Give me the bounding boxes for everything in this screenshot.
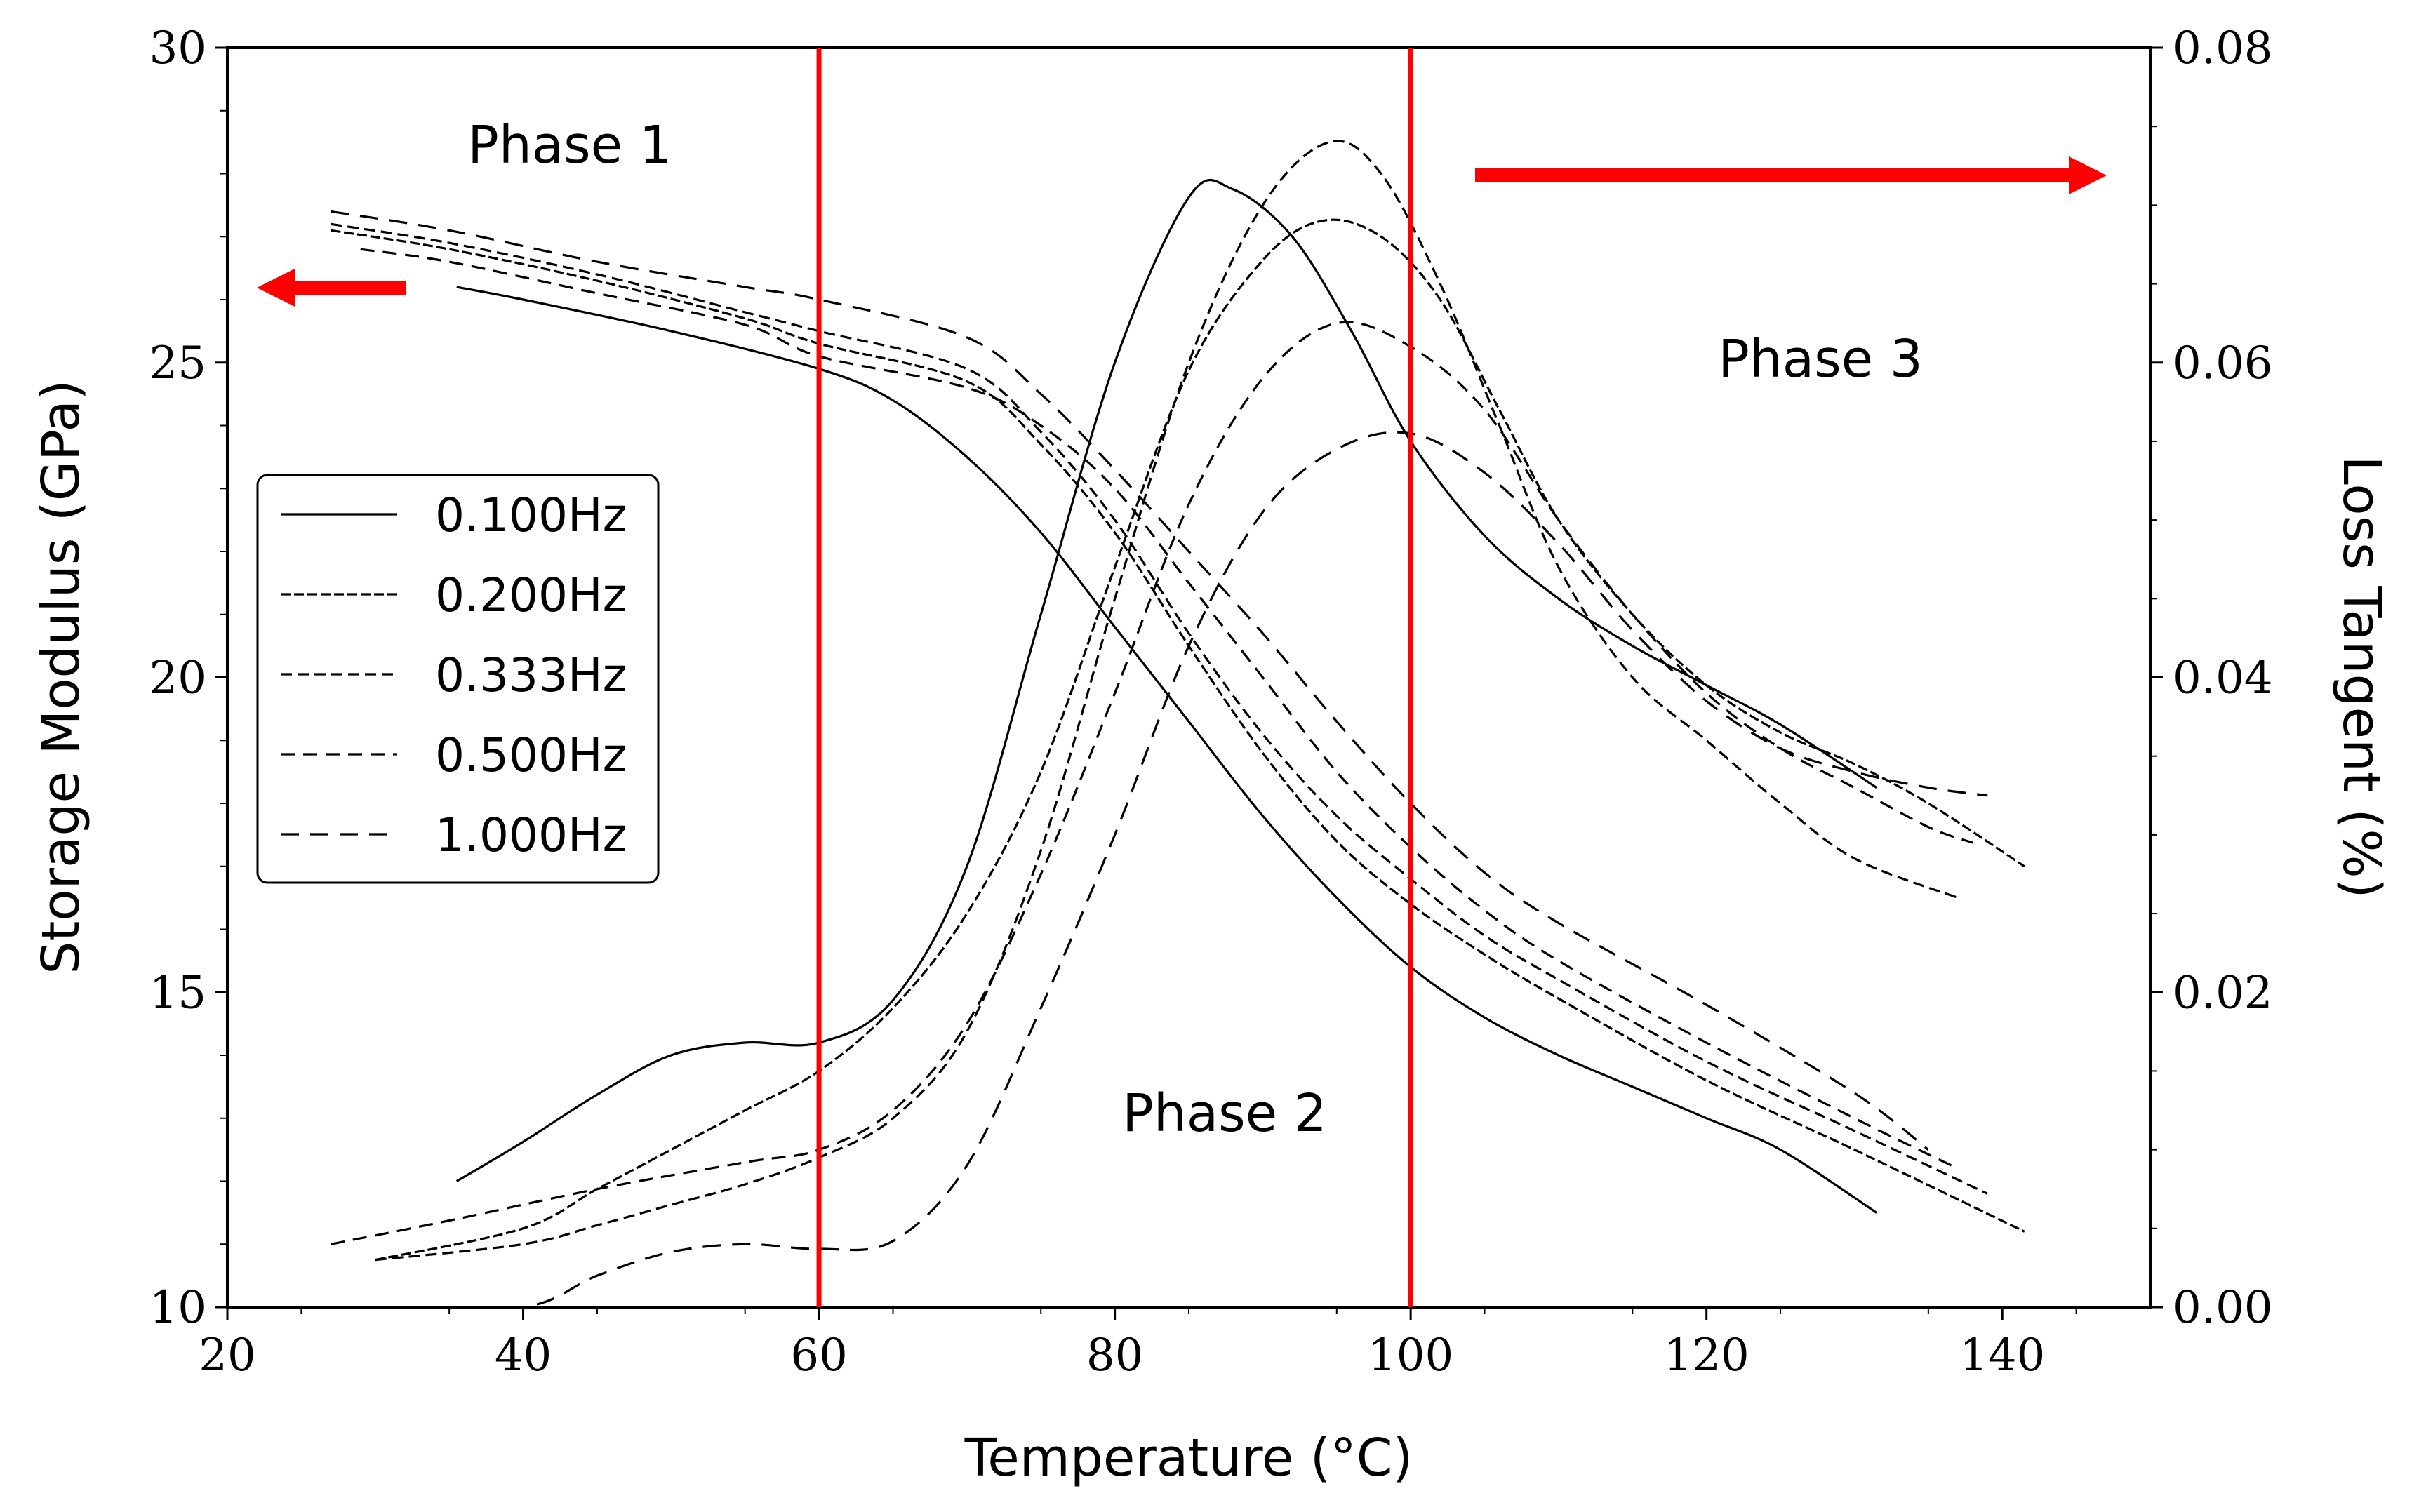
storage-modulus-line-1.000Hz [331,210,1929,1151]
left-tick-label: 20 [149,653,206,704]
phase-3-label: Phase 3 [1718,329,1923,389]
x-axis-label: Temperature (°C) [964,1428,1413,1488]
x-tick-label: 20 [199,1330,255,1381]
left-tick-label: 15 [149,967,206,1019]
phase-1-label: Phase 1 [467,115,672,175]
right-tick-label: 0.06 [2173,337,2273,389]
storage-modulus-line-0.333Hz [331,222,1988,1195]
right-axis-arrow-head [2069,156,2107,194]
legend-label-0.100Hz: 0.100Hz [435,488,627,542]
left-tick-label: 10 [149,1282,206,1334]
left-tick-label: 25 [149,337,206,389]
left-axis-arrow-head [257,269,295,307]
legend-label-0.500Hz: 0.500Hz [435,728,627,782]
legend: 0.100Hz 0.200Hz 0.333Hz 0.500Hz 1.000Hz [256,474,660,884]
right-axis-label: Loss Tangent (%) [2331,455,2392,898]
right-tick-label: 0.00 [2173,1282,2273,1334]
storage-modulus-line-0.100Hz [456,286,1877,1214]
x-tick-label: 80 [1086,1330,1143,1381]
legend-label-0.333Hz: 0.333Hz [435,648,627,702]
x-tick-label: 100 [1368,1330,1453,1381]
legend-label-0.200Hz: 0.200Hz [435,568,627,622]
loss-tangent-line-0.333Hz [375,140,1959,1262]
right-tick-label: 0.04 [2173,653,2273,704]
storage-modulus-line-0.500Hz [360,248,1959,1170]
phase-2-label: Phase 2 [1122,1083,1327,1144]
left-axis-label: Storage Modulus (GPa) [31,380,91,974]
x-tick-label: 60 [790,1330,847,1381]
loss-tangent-line-0.200Hz [375,218,2025,1262]
x-tick-label: 140 [1959,1330,2045,1381]
legend-box [256,474,660,884]
x-tick-label: 120 [1664,1330,1749,1381]
loss-tangent-line-0.500Hz [331,321,1973,1245]
right-tick-label: 0.08 [2173,22,2273,74]
legend-label-1.000Hz: 1.000Hz [435,808,627,862]
storage-modulus-line-0.200Hz [331,229,2025,1233]
right-tick-label: 0.02 [2173,967,2273,1019]
loss-tangent-line-0.100Hz [455,179,1877,1182]
left-tick-label: 30 [149,22,206,74]
loss-tangent-line-1.000Hz [331,431,1988,1307]
x-tick-label: 40 [495,1330,552,1381]
